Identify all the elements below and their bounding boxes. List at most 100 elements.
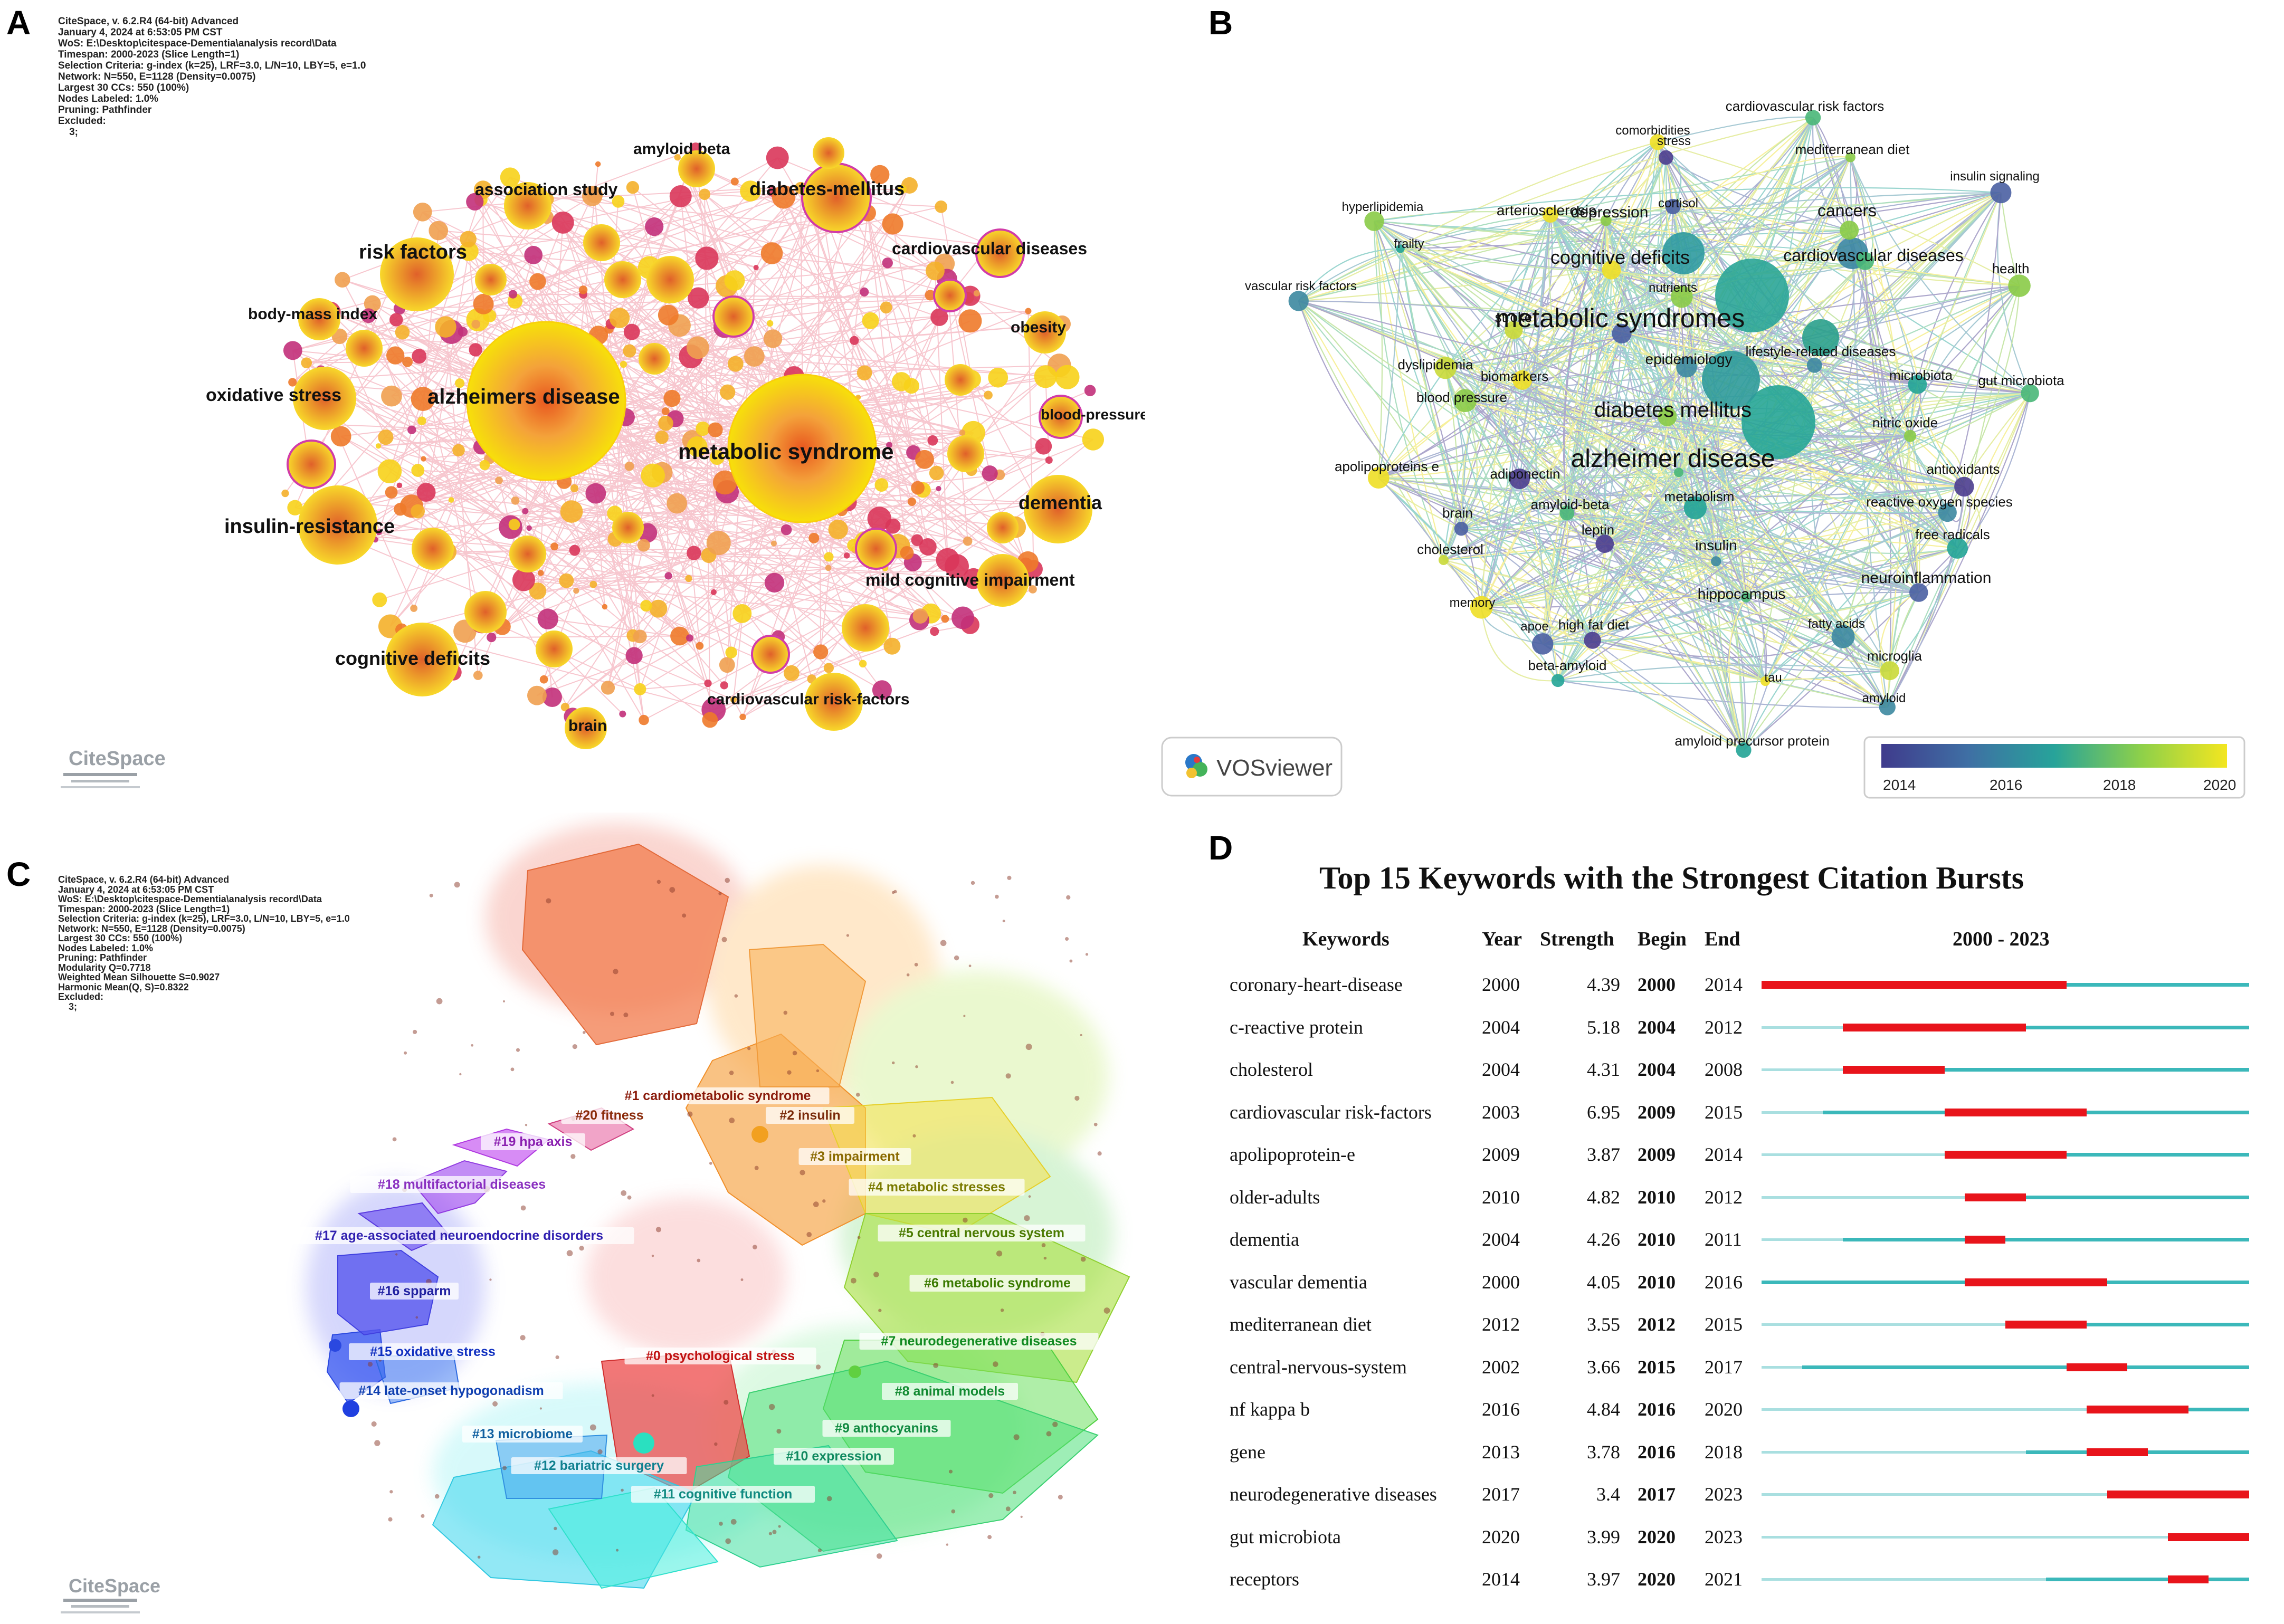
- strength-cell: 5.18: [1587, 1016, 1620, 1038]
- label-a-alzheimers-disease: alzheimers disease: [427, 385, 620, 408]
- panel-b-letter: B: [1208, 4, 1233, 42]
- year-cell: 2016: [1482, 1399, 1520, 1420]
- strength-cell: 3.87: [1587, 1144, 1620, 1165]
- timeline-active: [1944, 1153, 2249, 1157]
- label-b-tau: tau: [1764, 671, 1782, 685]
- end-cell: 2018: [1705, 1441, 1743, 1463]
- label-b-nitric-oxide: nitric oxide: [1872, 415, 1938, 431]
- burst-bar: [2168, 1575, 2209, 1583]
- node-metabolic-syndrome[interactable]: [727, 374, 877, 523]
- node-alzheimers-disease[interactable]: [466, 321, 626, 481]
- label-b-blood-pressure: blood pressure: [1416, 389, 1507, 405]
- burst-row: central-nervous-system 2002 3.66 2015 2017: [0, 1345, 2284, 1388]
- node-brain[interactable]: [565, 707, 607, 749]
- label-b-memory: memory: [1450, 596, 1496, 610]
- year-cell: 2013: [1482, 1441, 1520, 1463]
- year-cell: 2000: [1482, 974, 1520, 995]
- begin-cell: 2017: [1638, 1484, 1676, 1505]
- keyword-cell: c-reactive protein: [1230, 1016, 1363, 1038]
- burst-bar: [1944, 1108, 2087, 1116]
- node-mild-cognitive-impairment[interactable]: [976, 554, 1029, 607]
- cluster-label-15: #8 animal models: [895, 1384, 1005, 1399]
- cluster-label-7: #17 age-associated neuroendocrine disord…: [315, 1228, 603, 1243]
- keyword-cell: gut microbiota: [1230, 1526, 1341, 1547]
- node-amyloid-beta[interactable]: [678, 150, 715, 187]
- label-a-amyloid-beta: amyloid beta: [633, 140, 730, 158]
- strength-cell: 3.99: [1587, 1526, 1620, 1547]
- burst-row: older-adults 2010 4.82 2010 2012: [0, 1176, 2284, 1218]
- label-a-cardiovascular-risk-factors: cardiovascular risk-factors: [707, 691, 910, 708]
- year-colorbar: 2014 2016 2018 2020: [1863, 736, 2245, 799]
- svg-text:2020: 2020: [2203, 777, 2236, 793]
- begin-cell: 2004: [1638, 1016, 1676, 1038]
- begin-cell: 2015: [1638, 1356, 1676, 1378]
- node-cardiovascular-risk-factors[interactable]: [805, 673, 863, 731]
- burst-row: vascular dementia 2000 4.05 2010 2016: [0, 1260, 2284, 1303]
- label-a-dementia: dementia: [1019, 492, 1102, 513]
- timeline-active: [1843, 1025, 2249, 1029]
- timeline-pre: [1762, 1578, 2046, 1581]
- begin-cell: 2010: [1638, 1186, 1676, 1208]
- label-a-association-study: association study: [475, 180, 618, 199]
- node-association-study[interactable]: [504, 182, 551, 230]
- panel-c-letter: C: [6, 855, 31, 893]
- year-cell: 2000: [1482, 1271, 1520, 1293]
- node-risk-factors[interactable]: [380, 237, 454, 311]
- svg-text:2016: 2016: [1990, 777, 2022, 793]
- node-obesity[interactable]: [1024, 311, 1066, 354]
- timeline-pre: [1762, 1535, 2168, 1539]
- burst-bar: [1843, 1023, 2026, 1031]
- end-cell: 2023: [1705, 1526, 1743, 1547]
- cluster-label-10: #6 metabolic syndrome: [924, 1276, 1071, 1291]
- timeline-pre: [1762, 1111, 1823, 1114]
- label-a-oxidative-stress: oxidative stress: [206, 385, 341, 405]
- burst-bar: [2005, 1321, 2087, 1329]
- strength-cell: 4.39: [1587, 974, 1620, 995]
- year-cell: 2017: [1482, 1484, 1520, 1505]
- cluster-label-19: #10 expression: [786, 1449, 882, 1464]
- year-cell: 2010: [1482, 1186, 1520, 1208]
- keyword-cell: neurodegenerative diseases: [1230, 1484, 1437, 1505]
- cluster-polygons: [326, 843, 1130, 1589]
- node-insulin-resistance[interactable]: [298, 485, 377, 565]
- label-b-cancers: cancers: [1817, 201, 1877, 220]
- label-b-beta-amyloid: beta-amyloid: [1528, 657, 1607, 673]
- label-b-high-fat-diet: high fat diet: [1558, 617, 1630, 633]
- node-body-mass-index[interactable]: [298, 298, 340, 340]
- panel-b-labels: comorbidities cardiovascular risk factors…: [1245, 98, 2064, 749]
- label-b-comorbidities: comorbidities: [1615, 123, 1690, 138]
- cluster-label-1: #20 fitness: [575, 1108, 643, 1123]
- burst-table-title: Top 15 Keywords with the Strongest Citat…: [1319, 861, 2024, 895]
- node-oxidative-stress[interactable]: [293, 367, 356, 430]
- node-cardiovascular-diseases[interactable]: [975, 228, 1025, 278]
- timeline-active: [1965, 1195, 2249, 1199]
- label-b-cortisol: cortisol: [1658, 196, 1698, 211]
- timeline-active: [1843, 1238, 2249, 1241]
- label-b-arteriosclerosis: arteriosclerosis: [1497, 202, 1596, 218]
- vosviewer-logo: VOSviewer: [1161, 737, 1343, 797]
- end-cell: 2014: [1705, 1144, 1743, 1165]
- panel-a-small-nodes: [281, 142, 1105, 728]
- begin-cell: 2000: [1638, 974, 1676, 995]
- panel-b-nodes: [1288, 110, 2039, 758]
- label-a-brain: brain: [568, 717, 607, 734]
- citespace-logo-c: CiteSpace: [61, 1575, 160, 1613]
- label-b-amyloid-beta: amyloid-beta: [1531, 496, 1610, 512]
- strength-cell: 4.05: [1587, 1271, 1620, 1293]
- timeline-pre: [1762, 1323, 2005, 1326]
- timeline-pre: [1762, 1026, 1843, 1029]
- label-b-neuroinflammation: neuroinflammation: [1861, 569, 1992, 587]
- keyword-cell: apolipoprotein-e: [1230, 1144, 1355, 1165]
- label-b-gut-microbiota: gut microbiota: [1978, 372, 2064, 388]
- node-dementia[interactable]: [1024, 475, 1092, 543]
- svg-text:CiteSpace: CiteSpace: [69, 748, 166, 770]
- cluster-label-2: #2 insulin: [779, 1108, 840, 1123]
- keyword-cell: older-adults: [1230, 1186, 1320, 1208]
- label-b-antioxidants: antioxidants: [1927, 461, 2000, 477]
- label-b-cardiovascular-risk-factors: cardiovascular risk factors: [1726, 98, 1885, 114]
- panel-c-metadata: CiteSpace, v. 6.2.R4 (64-bit) Advanced J…: [58, 874, 350, 1012]
- burst-bar: [2168, 1533, 2249, 1541]
- node-cognitive-deficits[interactable]: [385, 623, 459, 696]
- burst-bar: [1965, 1278, 2107, 1286]
- node-blood-pressure[interactable]: [1039, 395, 1083, 439]
